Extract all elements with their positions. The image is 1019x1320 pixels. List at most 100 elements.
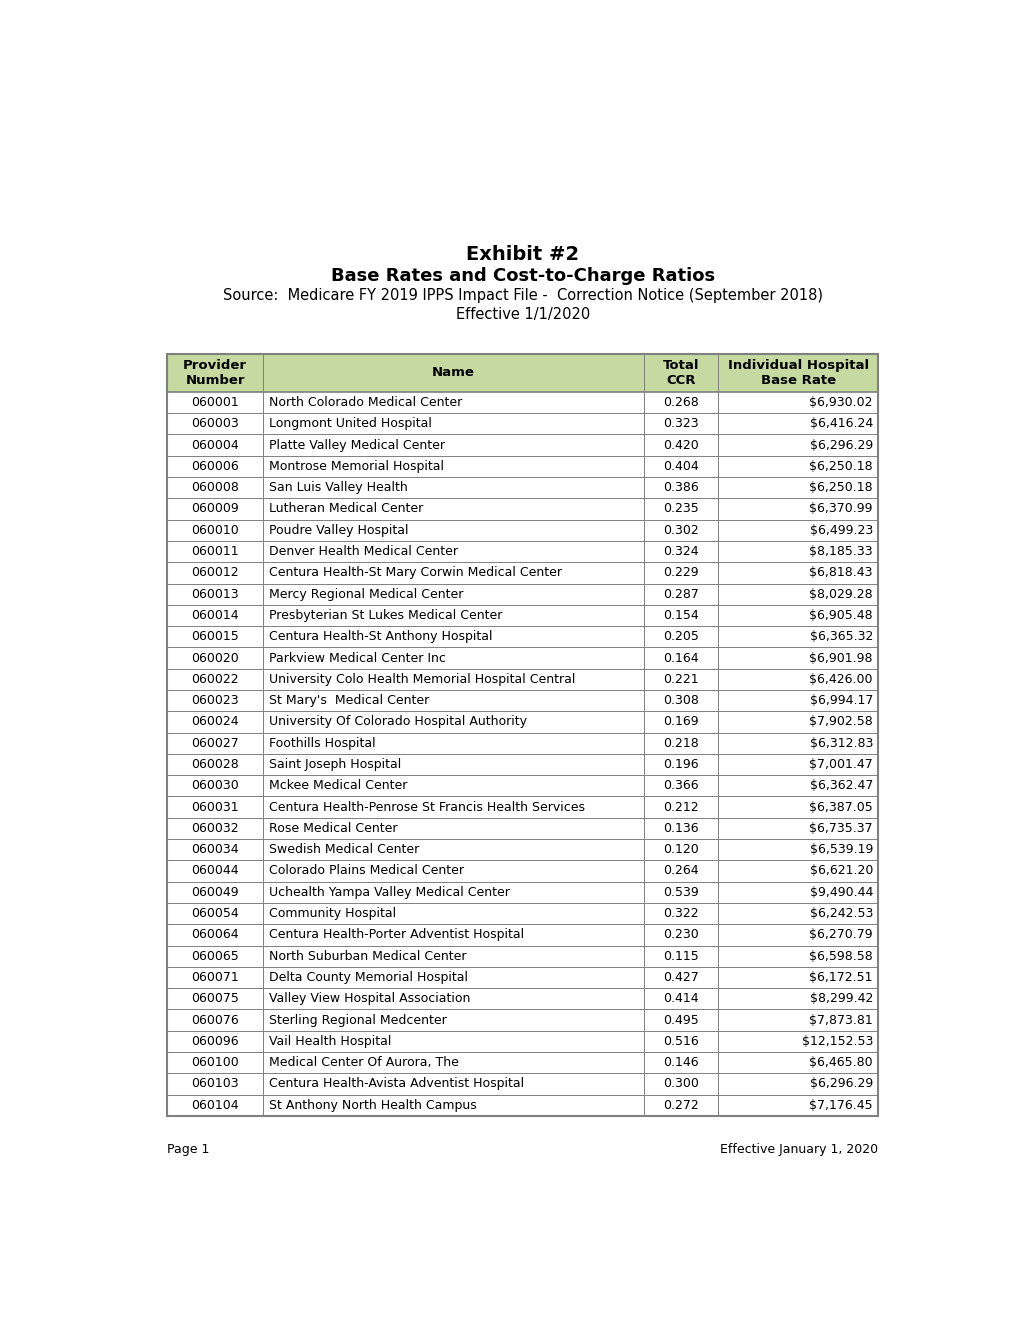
Text: Lutheran Medical Center: Lutheran Medical Center <box>268 503 423 516</box>
Text: 0.495: 0.495 <box>662 1014 698 1027</box>
Text: 060104: 060104 <box>191 1098 238 1111</box>
Text: 0.146: 0.146 <box>662 1056 698 1069</box>
Text: Medical Center Of Aurora, The: Medical Center Of Aurora, The <box>268 1056 458 1069</box>
Text: $6,994.17: $6,994.17 <box>809 694 872 708</box>
Text: $6,365.32: $6,365.32 <box>809 630 872 643</box>
Text: $6,250.18: $6,250.18 <box>808 482 872 494</box>
Text: $7,176.45: $7,176.45 <box>808 1098 872 1111</box>
Text: 0.272: 0.272 <box>662 1098 698 1111</box>
Text: Mercy Regional Medical Center: Mercy Regional Medical Center <box>268 587 463 601</box>
Text: Effective 1/1/2020: Effective 1/1/2020 <box>455 306 589 322</box>
Text: Total
CCR: Total CCR <box>662 359 699 387</box>
Text: Centura Health-St Anthony Hospital: Centura Health-St Anthony Hospital <box>268 630 491 643</box>
Text: Exhibit #2: Exhibit #2 <box>466 244 579 264</box>
Text: 060010: 060010 <box>191 524 238 537</box>
Text: Source:  Medicare FY 2019 IPPS Impact File -  Correction Notice (September 2018): Source: Medicare FY 2019 IPPS Impact Fil… <box>222 289 822 304</box>
Text: $8,029.28: $8,029.28 <box>808 587 872 601</box>
Text: 0.516: 0.516 <box>662 1035 698 1048</box>
Text: $6,250.18: $6,250.18 <box>808 459 872 473</box>
Text: 0.268: 0.268 <box>662 396 698 409</box>
Text: Swedish Medical Center: Swedish Medical Center <box>268 843 419 857</box>
Text: 060020: 060020 <box>191 652 238 664</box>
Text: Vail Health Hospital: Vail Health Hospital <box>268 1035 390 1048</box>
Text: 0.386: 0.386 <box>662 482 698 494</box>
Text: $6,387.05: $6,387.05 <box>808 801 872 813</box>
Text: 0.169: 0.169 <box>662 715 698 729</box>
Text: 060065: 060065 <box>191 949 238 962</box>
Text: 060001: 060001 <box>191 396 238 409</box>
Text: $6,426.00: $6,426.00 <box>809 673 872 686</box>
Text: 060044: 060044 <box>191 865 238 878</box>
Text: $6,242.53: $6,242.53 <box>809 907 872 920</box>
Text: $7,873.81: $7,873.81 <box>808 1014 872 1027</box>
Text: 060103: 060103 <box>191 1077 238 1090</box>
Text: Montrose Memorial Hospital: Montrose Memorial Hospital <box>268 459 443 473</box>
Text: Mckee Medical Center: Mckee Medical Center <box>268 779 407 792</box>
Text: Provider
Number: Provider Number <box>182 359 247 387</box>
Text: $6,270.79: $6,270.79 <box>808 928 872 941</box>
Text: Denver Health Medical Center: Denver Health Medical Center <box>268 545 458 558</box>
Text: $6,465.80: $6,465.80 <box>808 1056 872 1069</box>
Text: 0.366: 0.366 <box>662 779 698 792</box>
Text: $6,818.43: $6,818.43 <box>809 566 872 579</box>
Text: 060023: 060023 <box>191 694 238 708</box>
Text: 0.420: 0.420 <box>662 438 698 451</box>
Text: $8,299.42: $8,299.42 <box>809 993 872 1006</box>
Text: $6,499.23: $6,499.23 <box>809 524 872 537</box>
Text: 060030: 060030 <box>191 779 238 792</box>
Text: Presbyterian St Lukes Medical Center: Presbyterian St Lukes Medical Center <box>268 609 501 622</box>
Text: 060075: 060075 <box>191 993 238 1006</box>
Text: 0.300: 0.300 <box>662 1077 698 1090</box>
Text: 060028: 060028 <box>191 758 238 771</box>
Text: 0.205: 0.205 <box>662 630 698 643</box>
Text: 060064: 060064 <box>191 928 238 941</box>
Text: $6,362.47: $6,362.47 <box>809 779 872 792</box>
Text: Centura Health-Penrose St Francis Health Services: Centura Health-Penrose St Francis Health… <box>268 801 584 813</box>
Text: Saint Joseph Hospital: Saint Joseph Hospital <box>268 758 400 771</box>
Text: Colorado Plains Medical Center: Colorado Plains Medical Center <box>268 865 464 878</box>
Text: 0.154: 0.154 <box>662 609 698 622</box>
Text: 060008: 060008 <box>191 482 238 494</box>
Text: $7,902.58: $7,902.58 <box>808 715 872 729</box>
Text: Name: Name <box>431 366 475 379</box>
Text: 0.308: 0.308 <box>662 694 698 708</box>
Text: 060100: 060100 <box>191 1056 238 1069</box>
Text: 0.120: 0.120 <box>662 843 698 857</box>
Text: 060034: 060034 <box>191 843 238 857</box>
Text: $6,296.29: $6,296.29 <box>809 438 872 451</box>
Text: Page 1: Page 1 <box>167 1143 209 1156</box>
Text: 0.324: 0.324 <box>662 545 698 558</box>
Text: Valley View Hospital Association: Valley View Hospital Association <box>268 993 470 1006</box>
Text: 0.229: 0.229 <box>662 566 698 579</box>
Text: $9,490.44: $9,490.44 <box>809 886 872 899</box>
Text: $6,296.29: $6,296.29 <box>809 1077 872 1090</box>
Text: St Anthony North Health Campus: St Anthony North Health Campus <box>268 1098 476 1111</box>
Text: 0.427: 0.427 <box>662 972 698 983</box>
Text: Base Rates and Cost-to-Charge Ratios: Base Rates and Cost-to-Charge Ratios <box>330 267 714 285</box>
Text: University Colo Health Memorial Hospital Central: University Colo Health Memorial Hospital… <box>268 673 575 686</box>
Text: 0.414: 0.414 <box>662 993 698 1006</box>
Text: 060054: 060054 <box>191 907 238 920</box>
Text: Rose Medical Center: Rose Medical Center <box>268 822 396 834</box>
Text: $6,172.51: $6,172.51 <box>809 972 872 983</box>
Text: 060071: 060071 <box>191 972 238 983</box>
Text: $8,185.33: $8,185.33 <box>808 545 872 558</box>
Text: 0.322: 0.322 <box>662 907 698 920</box>
Text: Poudre Valley Hospital: Poudre Valley Hospital <box>268 524 408 537</box>
Text: Community Hospital: Community Hospital <box>268 907 395 920</box>
Text: North Colorado Medical Center: North Colorado Medical Center <box>268 396 462 409</box>
Text: 060013: 060013 <box>191 587 238 601</box>
Text: 0.115: 0.115 <box>662 949 698 962</box>
Text: $6,621.20: $6,621.20 <box>809 865 872 878</box>
Text: $7,001.47: $7,001.47 <box>808 758 872 771</box>
Text: 060004: 060004 <box>191 438 238 451</box>
Text: $6,905.48: $6,905.48 <box>808 609 872 622</box>
Text: 0.323: 0.323 <box>662 417 698 430</box>
Text: 060032: 060032 <box>191 822 238 834</box>
Text: $6,901.98: $6,901.98 <box>809 652 872 664</box>
Text: 060003: 060003 <box>191 417 238 430</box>
Text: Parkview Medical Center Inc: Parkview Medical Center Inc <box>268 652 445 664</box>
Text: Sterling Regional Medcenter: Sterling Regional Medcenter <box>268 1014 446 1027</box>
Text: 060031: 060031 <box>191 801 238 813</box>
Text: 060022: 060022 <box>191 673 238 686</box>
